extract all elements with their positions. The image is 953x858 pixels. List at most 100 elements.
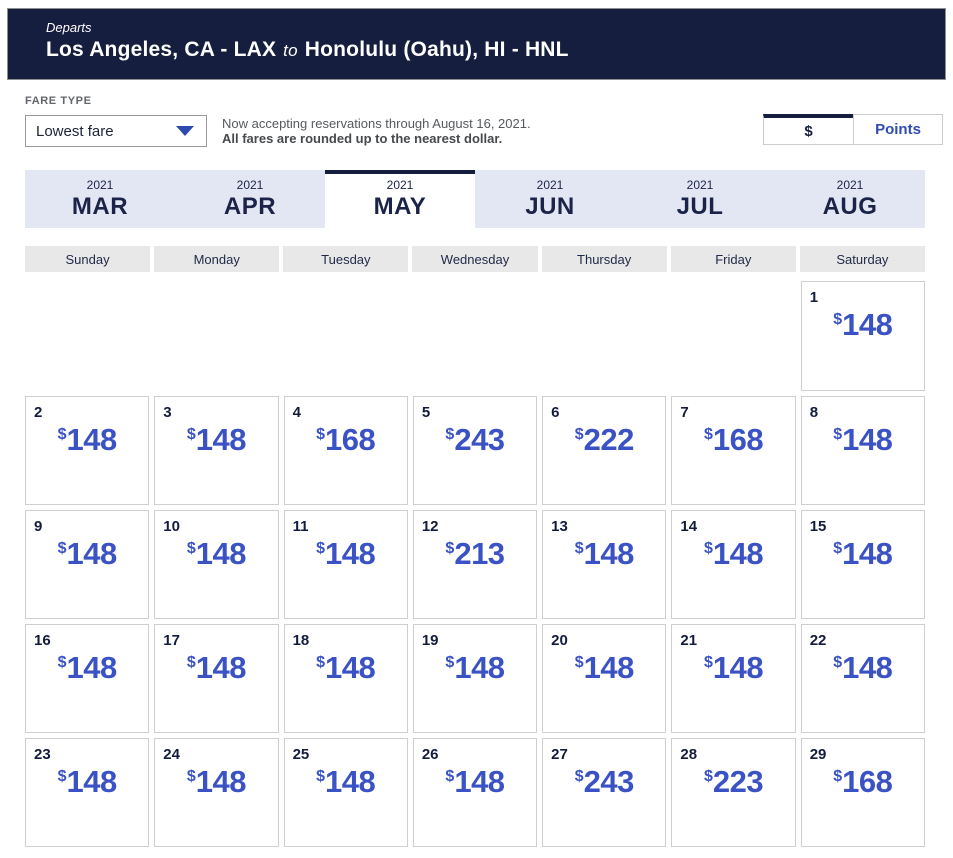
day-number: 11 — [292, 518, 309, 535]
day-cell-19[interactable]: 19 $148 — [412, 624, 538, 733]
currency-toggle-dollars[interactable]: $ — [763, 114, 853, 145]
month-tab-mar[interactable]: 2021 MAR — [25, 170, 175, 228]
dollar-sign: $ — [57, 426, 67, 443]
to-label: to — [283, 41, 298, 60]
day-cell-20[interactable]: 20 $148 — [542, 624, 667, 733]
dollar-sign: $ — [703, 426, 713, 443]
day-cell-11[interactable]: 11 $148 — [283, 510, 408, 619]
day-number: 22 — [809, 632, 827, 649]
dollar-sign: $ — [574, 426, 584, 443]
day-cell-23[interactable]: 23 $148 — [25, 738, 150, 847]
day-cell-16[interactable]: 16 $148 — [25, 624, 150, 733]
day-cell-6[interactable]: 6 $222 — [542, 396, 667, 505]
fare-price: $148 — [163, 422, 269, 458]
fare-amount: 148 — [325, 650, 376, 685]
fare-amount: 148 — [66, 536, 117, 571]
day-cell-27[interactable]: 27 $243 — [542, 738, 667, 847]
fare-price: $148 — [34, 422, 140, 458]
reservation-notice: Now accepting reservations through Augus… — [222, 115, 531, 146]
day-cell-22[interactable]: 22 $148 — [800, 624, 925, 733]
month-tab-label: JUN — [525, 192, 575, 220]
dollar-sign: $ — [445, 426, 455, 443]
fare-amount: 168 — [325, 422, 376, 457]
day-cell-14[interactable]: 14 $148 — [671, 510, 796, 619]
fare-price: $148 — [163, 650, 269, 686]
fare-price: $223 — [680, 764, 786, 800]
day-number: 5 — [421, 404, 431, 421]
month-tab-year: 2021 — [686, 177, 714, 192]
day-cell-21[interactable]: 21 $148 — [671, 624, 796, 733]
fare-price: $168 — [293, 422, 399, 458]
fare-amount: 243 — [583, 764, 635, 799]
day-cell-26[interactable]: 26 $148 — [412, 738, 538, 847]
day-cell-17[interactable]: 17 $148 — [154, 624, 279, 733]
day-cell-18[interactable]: 18 $148 — [283, 624, 408, 733]
month-tab-apr[interactable]: 2021 APR — [175, 170, 325, 228]
dollar-sign: $ — [186, 426, 196, 443]
day-number: 17 — [163, 632, 180, 649]
fare-amount: 148 — [712, 536, 764, 571]
day-cell-3[interactable]: 3 $148 — [154, 396, 279, 505]
dollar-sign: $ — [833, 768, 843, 785]
day-cell-13[interactable]: 13 $148 — [542, 510, 667, 619]
month-tab-may[interactable]: 2021 MAY — [325, 170, 475, 228]
day-number: 2 — [34, 404, 43, 421]
day-cell-15[interactable]: 15 $148 — [800, 510, 925, 619]
day-cell-24[interactable]: 24 $148 — [154, 738, 279, 847]
day-cell-29[interactable]: 29 $168 — [800, 738, 925, 847]
dollar-sign: $ — [316, 426, 326, 443]
day-cell-5[interactable]: 5 $243 — [412, 396, 538, 505]
empty-day-cell — [412, 281, 538, 391]
day-cell-8[interactable]: 8 $148 — [800, 396, 925, 505]
fare-amount: 223 — [712, 764, 764, 799]
month-tab-year: 2021 — [86, 177, 114, 192]
day-cell-2[interactable]: 2 $148 — [25, 396, 150, 505]
day-cell-4[interactable]: 4 $168 — [283, 396, 408, 505]
day-cell-28[interactable]: 28 $223 — [671, 738, 796, 847]
day-number: 23 — [34, 746, 51, 763]
dollar-sign: $ — [445, 768, 455, 785]
dollar-sign: $ — [703, 540, 713, 557]
fare-amount: 148 — [454, 764, 505, 799]
day-number: 9 — [34, 518, 43, 535]
fare-type-label: FARE TYPE — [25, 95, 92, 107]
day-number: 25 — [292, 746, 310, 763]
fare-price: $148 — [422, 650, 528, 686]
day-cell-7[interactable]: 7 $168 — [671, 396, 796, 505]
fare-price: $148 — [551, 650, 657, 686]
fare-price: $168 — [680, 422, 786, 458]
fare-amount: 148 — [583, 536, 635, 571]
day-number: 18 — [292, 632, 310, 649]
fare-amount: 213 — [454, 536, 505, 571]
fare-price: $148 — [680, 536, 786, 572]
day-number: 3 — [163, 404, 172, 421]
dollar-sign: $ — [833, 311, 843, 328]
day-number: 20 — [551, 632, 568, 649]
fare-type-dropdown[interactable]: Lowest fare — [25, 115, 207, 147]
weekday-header-sunday: Sunday — [25, 246, 151, 272]
day-number: 26 — [421, 746, 439, 763]
day-cell-10[interactable]: 10 $148 — [154, 510, 279, 619]
month-tab-jul[interactable]: 2021 JUL — [625, 170, 775, 228]
month-tab-aug[interactable]: 2021 AUG — [775, 170, 925, 228]
dollar-sign: $ — [316, 540, 326, 557]
month-tab-jun[interactable]: 2021 JUN — [475, 170, 625, 228]
day-number: 27 — [551, 746, 568, 763]
weekday-header-thursday: Thursday — [541, 246, 667, 272]
fare-amount: 148 — [195, 764, 247, 799]
day-cell-1[interactable]: 1 $148 — [800, 281, 925, 391]
fare-amount: 148 — [66, 650, 117, 685]
currency-toggle-points[interactable]: Points — [853, 114, 943, 145]
dollar-sign: $ — [574, 768, 584, 785]
month-tab-label: MAY — [373, 192, 427, 220]
day-cell-12[interactable]: 12 $213 — [412, 510, 538, 619]
fare-amount: 148 — [454, 650, 505, 685]
day-cell-25[interactable]: 25 $148 — [283, 738, 408, 847]
day-cell-9[interactable]: 9 $148 — [25, 510, 150, 619]
day-number: 10 — [163, 518, 180, 535]
fare-price: $168 — [810, 764, 916, 800]
month-tab-label: APR — [223, 192, 277, 220]
origin-airport: Los Angeles, CA - LAX — [46, 38, 277, 61]
day-number: 13 — [551, 518, 568, 535]
controls-row: FARE TYPE Lowest fare Now accepting rese… — [25, 95, 943, 157]
